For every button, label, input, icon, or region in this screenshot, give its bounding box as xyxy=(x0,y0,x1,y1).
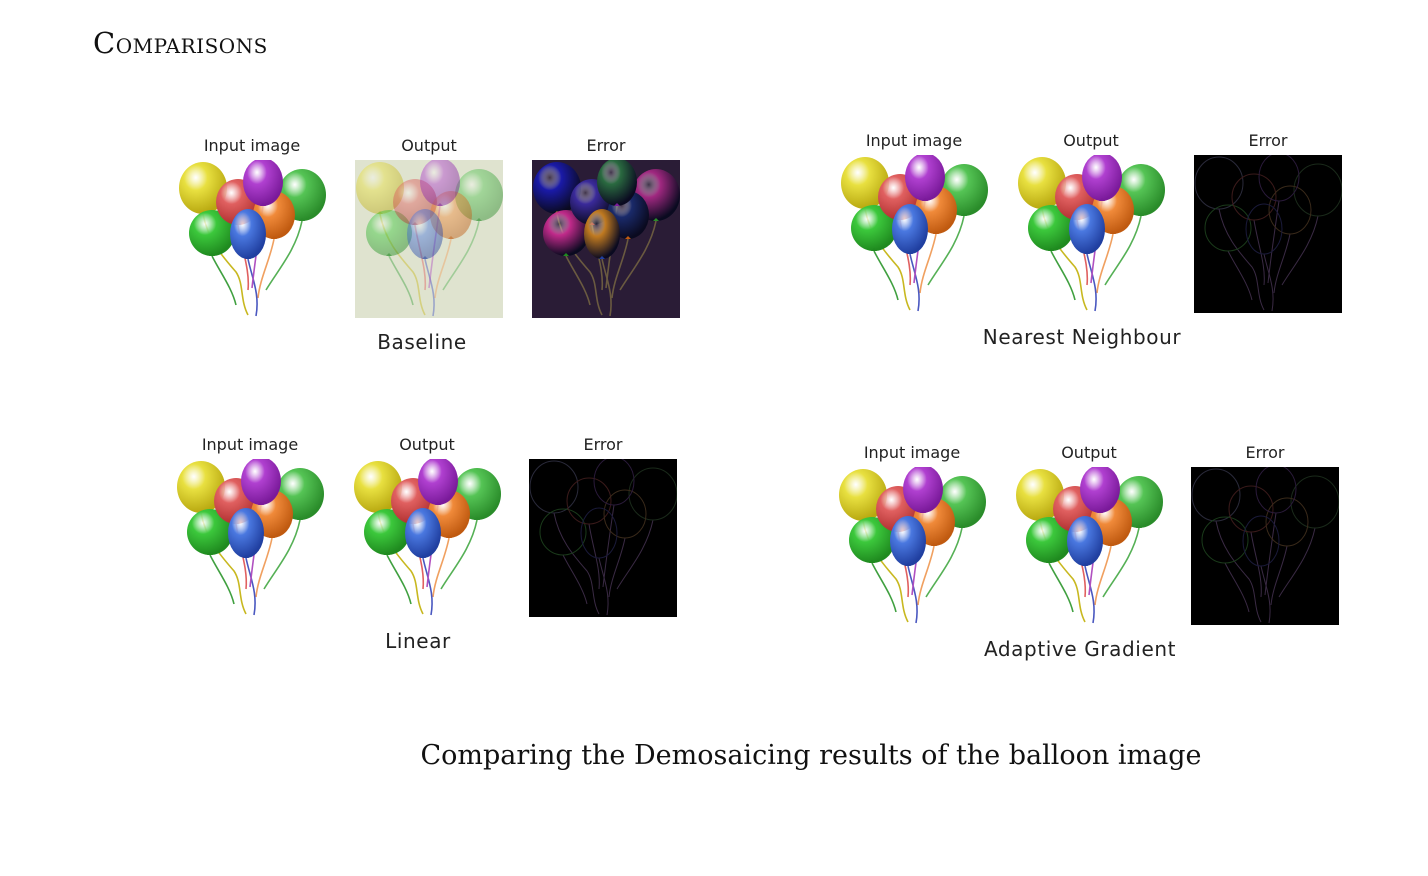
output-image-cell: Output xyxy=(353,435,501,617)
input-image-label: Input image xyxy=(201,435,299,454)
output-image-cell: Output xyxy=(1015,443,1163,625)
balloon-input-image xyxy=(179,160,326,317)
method-label: Baseline xyxy=(377,330,467,354)
input-image-cell: Input image xyxy=(838,443,986,625)
balloon-error-image xyxy=(1191,467,1339,625)
panel-adaptive-gradient: Input image Output Error Adaptive Gradie… xyxy=(838,443,1348,667)
method-label: Adaptive Gradient xyxy=(983,637,1177,661)
slide-title: Comparisons xyxy=(93,26,268,60)
figure-caption: Comparing the Demosaicing results of the… xyxy=(420,740,1202,771)
input-image-cell: Input image xyxy=(176,435,324,617)
output-image-cell: Output xyxy=(355,136,503,318)
balloon-error-image xyxy=(1194,155,1342,313)
balloon-input-image xyxy=(839,467,986,624)
balloon-output-image xyxy=(1018,155,1165,312)
panel-nearest-neighbour: Input image Output Error Nearest Neighbo… xyxy=(840,131,1350,355)
error-image-label: Error xyxy=(586,136,626,155)
output-image-cell: Output xyxy=(1017,131,1165,313)
input-image-cell: Input image xyxy=(178,136,326,318)
panel-linear: Input image Output Error Linear xyxy=(176,435,686,659)
balloon-output-image xyxy=(355,160,503,318)
balloon-output-image xyxy=(354,459,501,616)
balloon-output-image xyxy=(1016,467,1163,624)
error-image-cell: Error xyxy=(529,435,677,617)
error-image-cell: Error xyxy=(532,136,680,318)
error-image-cell: Error xyxy=(1194,131,1342,313)
balloon-input-image xyxy=(841,155,988,312)
output-image-label: Output xyxy=(401,136,457,155)
output-image-label: Output xyxy=(1061,443,1117,462)
balloon-error-image xyxy=(529,459,677,617)
input-image-label: Input image xyxy=(865,131,963,150)
method-label: Linear xyxy=(385,629,451,653)
input-image-label: Input image xyxy=(863,443,961,462)
error-image-label: Error xyxy=(583,435,623,454)
error-image-label: Error xyxy=(1248,131,1288,150)
balloon-input-image xyxy=(177,459,324,616)
error-image-cell: Error xyxy=(1191,443,1339,625)
output-image-label: Output xyxy=(1063,131,1119,150)
panel-baseline: Input image Output Error Baseline xyxy=(178,136,688,360)
method-label: Nearest Neighbour xyxy=(982,325,1182,349)
error-image-label: Error xyxy=(1245,443,1285,462)
balloon-error-image xyxy=(532,160,680,318)
input-image-cell: Input image xyxy=(840,131,988,313)
output-image-label: Output xyxy=(399,435,455,454)
input-image-label: Input image xyxy=(203,136,301,155)
